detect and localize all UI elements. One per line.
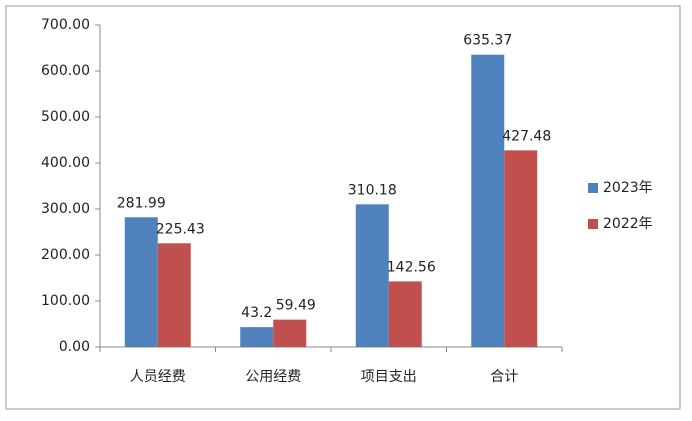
bar [240, 327, 274, 347]
chart-border [5, 5, 681, 410]
bar [388, 281, 422, 347]
value-label: 427.48 [502, 128, 551, 144]
y-tick-label: 400.00 [41, 155, 90, 171]
value-label: 43.2 [241, 305, 272, 321]
bar [471, 54, 505, 348]
value-label: 281.99 [117, 195, 166, 211]
x-tick-label: 项目支出 [361, 369, 417, 385]
bar [355, 204, 389, 347]
legend-swatch [588, 219, 598, 229]
y-tick-label: 300.00 [41, 201, 90, 217]
legend-swatch [588, 183, 598, 193]
y-tick-label: 0.00 [59, 339, 90, 355]
x-tick-label: 人员经费 [130, 369, 186, 385]
y-tick-label: 500.00 [41, 109, 90, 125]
x-tick-label: 合计 [490, 369, 518, 385]
y-tick-label: 200.00 [41, 247, 90, 263]
bar [157, 243, 191, 347]
value-label: 142.56 [387, 259, 436, 275]
y-tick-label: 700.00 [41, 17, 90, 33]
value-label: 59.49 [276, 298, 316, 314]
y-tick-label: 100.00 [41, 293, 90, 309]
value-label: 310.18 [348, 182, 397, 198]
value-label: 225.43 [156, 221, 205, 237]
bar [124, 217, 158, 347]
bar [504, 150, 538, 347]
bar [273, 319, 307, 347]
x-tick-label: 公用经费 [245, 369, 301, 385]
legend-label: 2022年 [603, 216, 653, 232]
legend-label: 2023年 [603, 180, 653, 196]
y-tick-label: 600.00 [41, 63, 90, 79]
value-label: 635.37 [463, 33, 512, 49]
